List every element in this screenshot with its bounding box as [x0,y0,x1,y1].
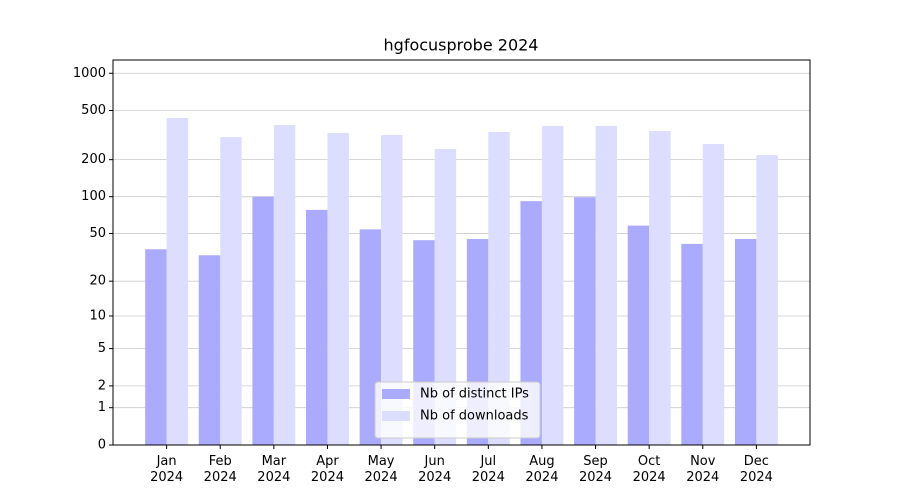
bar [306,209,328,445]
bar [734,238,757,445]
x-tick-label: Oct 2024 [633,454,666,485]
bar [145,249,167,445]
x-tick-label: Dec 2024 [740,454,773,485]
x-tick-label: Aug 2024 [525,454,558,485]
y-tick-label: 20 [89,274,106,289]
x-tick-label: Sep 2024 [579,454,612,485]
plot-frame [112,59,811,446]
y-tick-label: 50 [89,226,106,241]
legend-label: Nb of distinct IPs [420,387,529,402]
bar [252,196,274,445]
y-tick-label: 100 [81,189,106,204]
x-tick-label: Nov 2024 [686,454,719,485]
bar [488,132,510,446]
y-tick-label: 0 [98,438,106,453]
bar [574,197,596,445]
y-tick-label: 1 [98,400,106,415]
bar [702,143,725,445]
legend-label: Nb of downloads [420,409,529,424]
y-tick-label: 200 [81,152,106,167]
bar [166,117,189,446]
y-tick-label: 500 [81,103,106,118]
bar [595,125,617,445]
chart-title: hgfocusprobe 2024 [384,36,539,55]
legend-swatch [382,389,410,399]
x-tick-label: Mar 2024 [257,454,290,485]
bar [434,149,457,445]
bar [541,125,564,445]
bar [681,243,703,445]
legend-frame [374,381,541,439]
bar [381,134,403,446]
y-tick-label: 2 [98,378,106,393]
y-tick-label: 10 [89,308,106,323]
bar [649,131,671,446]
x-tick-label: May 2024 [365,454,398,485]
bar [627,225,650,445]
x-tick-label: Jun 2024 [418,454,451,485]
x-tick-label: Jan 2024 [150,454,183,485]
x-tick-label: Jul 2024 [472,454,505,485]
y-tick-label: 5 [98,341,106,356]
bar [327,132,349,445]
x-tick-label: Feb 2024 [204,454,237,485]
bar [756,155,778,445]
legend: Nb of distinct IPs Nb of downloads [374,381,541,439]
bar [198,255,221,445]
bar [220,137,242,446]
legend-swatch [382,411,410,421]
bar [273,124,296,445]
y-tick-label: 1000 [73,66,106,81]
x-tick-label: Apr 2024 [311,454,344,485]
